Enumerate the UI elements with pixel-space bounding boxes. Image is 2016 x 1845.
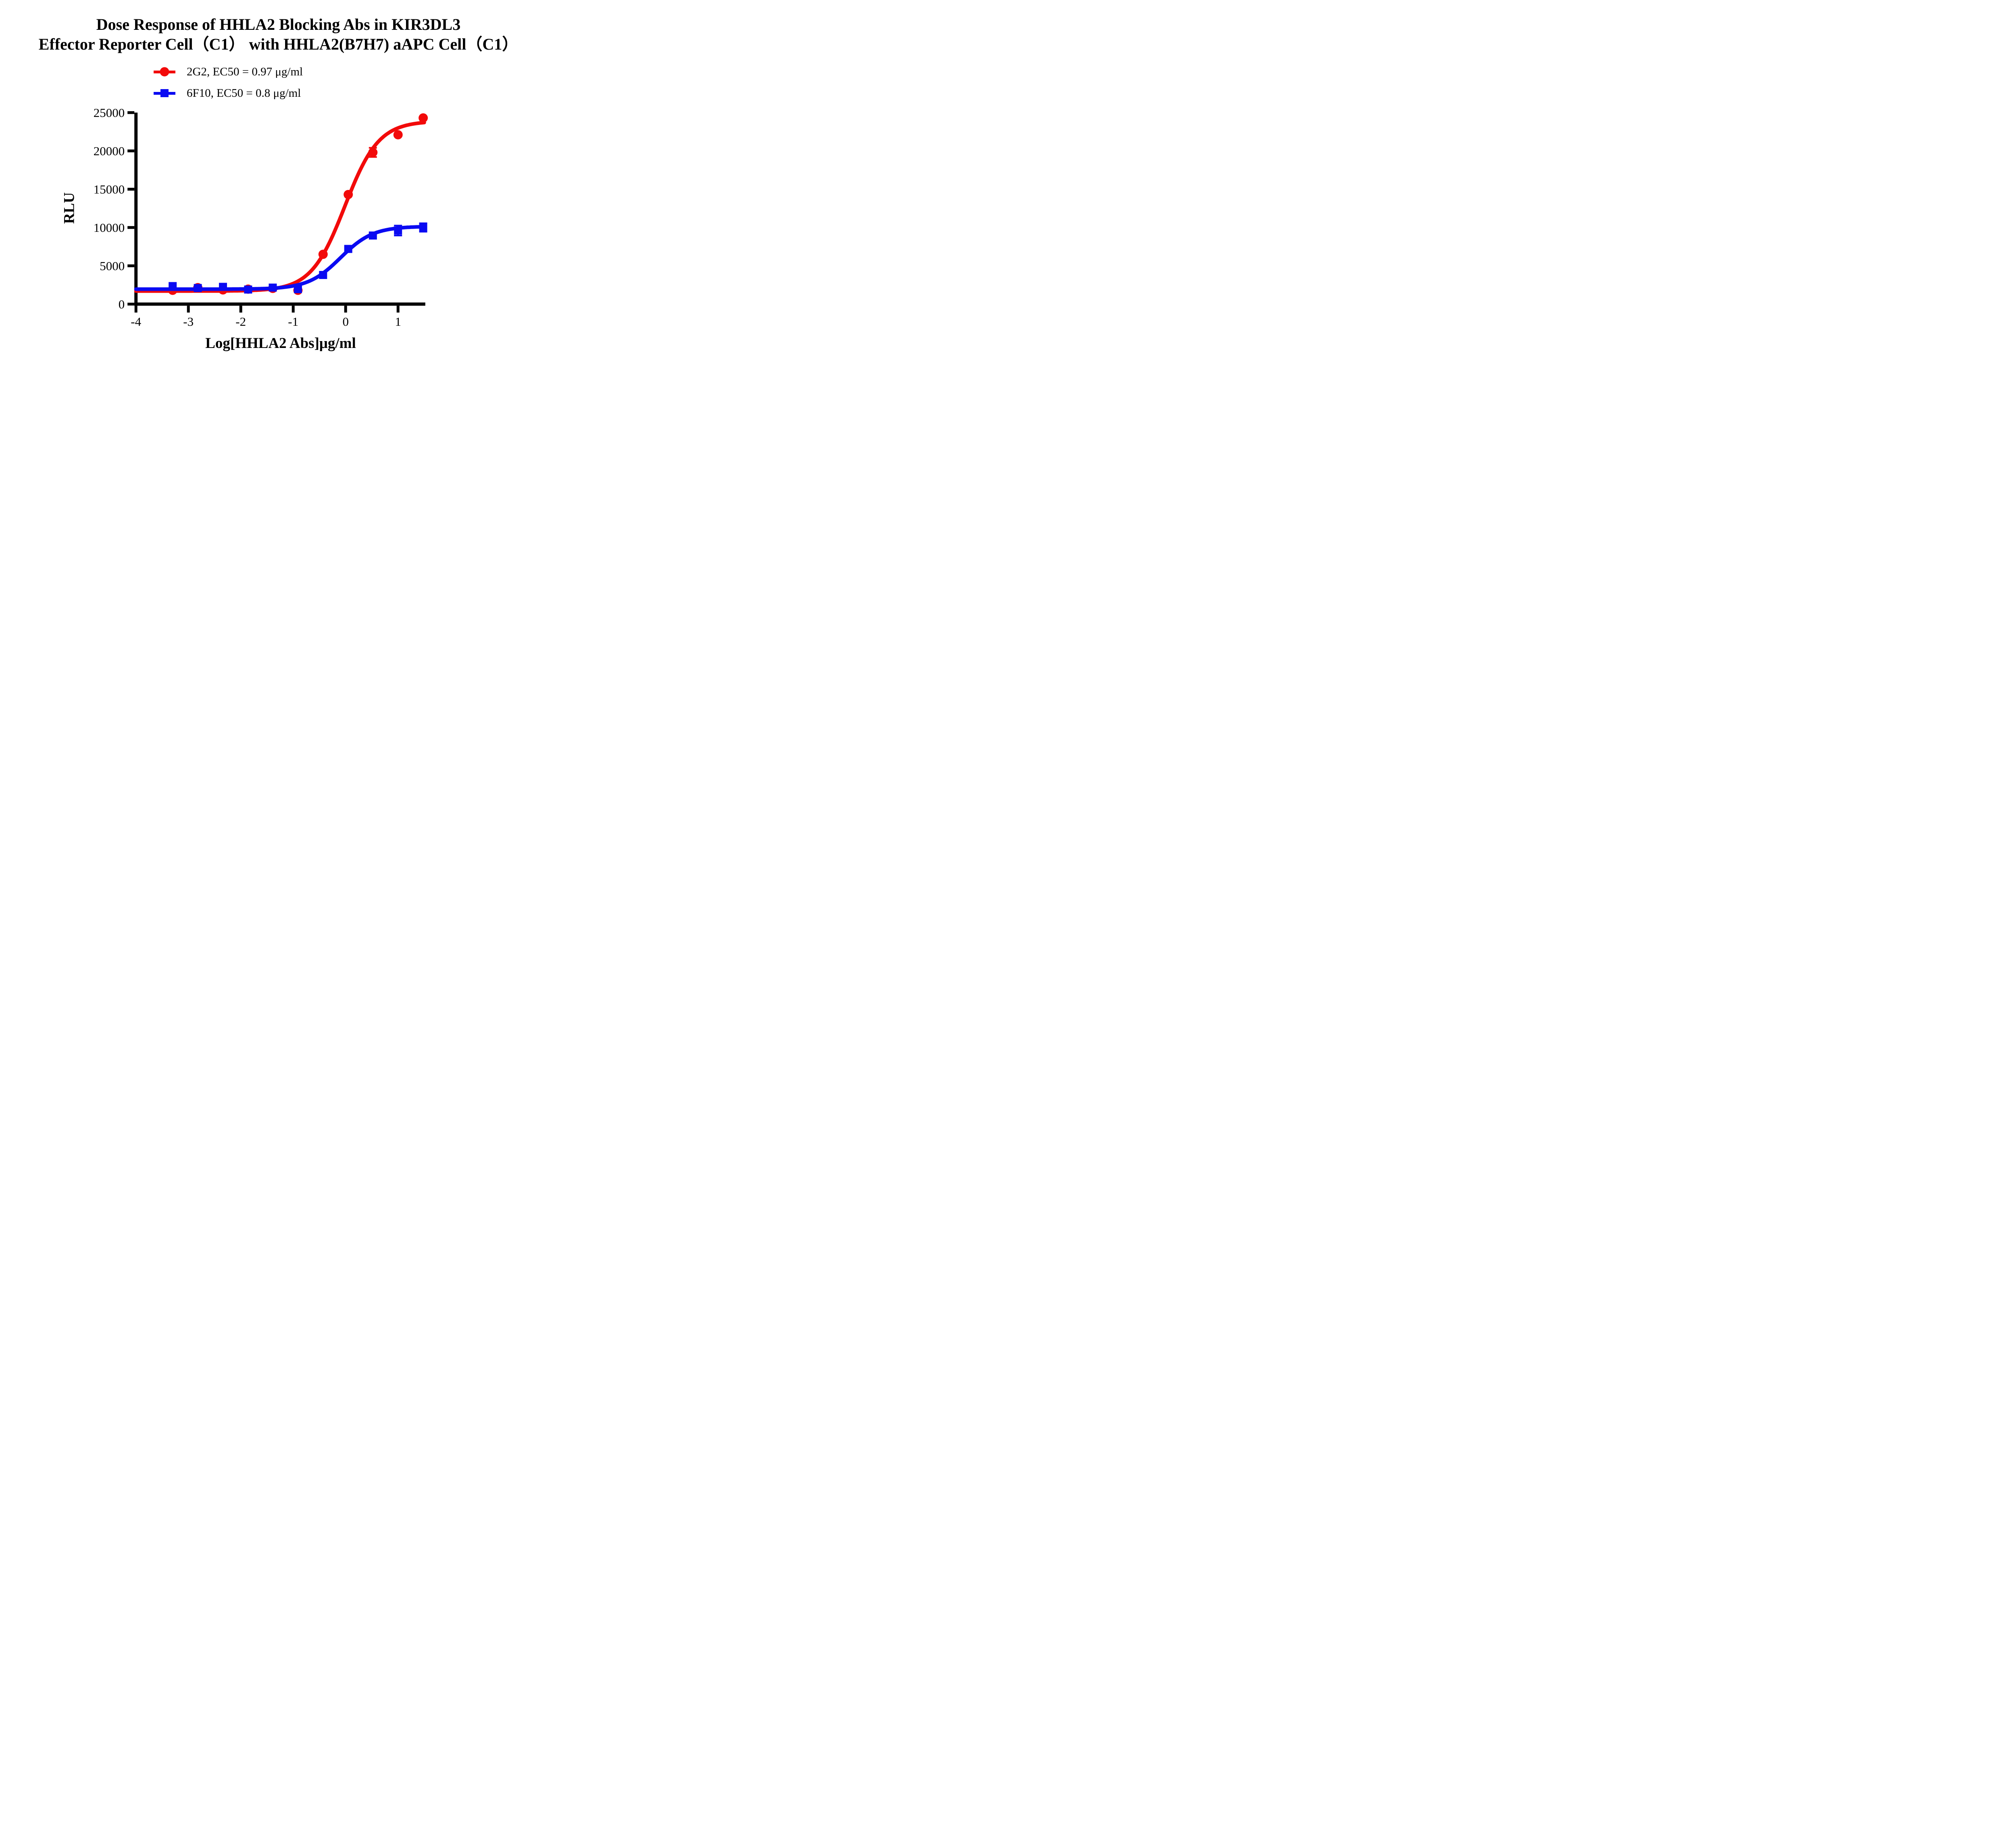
data-point-6f10	[269, 283, 277, 292]
data-point-6f10	[319, 271, 327, 279]
data-point-6f10	[394, 226, 402, 235]
red-circle-marker-icon	[160, 67, 169, 77]
y-tick-label: 5000	[100, 259, 125, 273]
legend-item-6f10: 6F10, EC50 = 0.8 μg/ml	[154, 84, 303, 102]
tick-marks	[127, 111, 400, 313]
blue-line-marker-icon	[154, 89, 175, 97]
x-tick-label: 0	[342, 314, 349, 329]
dose-response-chart: 0 5000 10000 15000 20000 25000 -4 -3 -2 -1 0 1	[94, 106, 428, 329]
y-tick-label: 20000	[94, 144, 125, 158]
series-6f10	[134, 222, 427, 294]
x-tick-label: 1	[395, 314, 401, 329]
data-point-6f10	[169, 282, 177, 290]
data-point-6f10	[344, 245, 352, 253]
data-point-2g2	[318, 250, 328, 259]
red-line-marker-icon	[154, 67, 175, 77]
data-point-2g2	[393, 130, 403, 140]
data-point-2g2	[419, 113, 428, 123]
x-tick-label: -3	[183, 314, 194, 329]
legend-label-2g2: 2G2, EC50 = 0.97 μg/ml	[187, 65, 303, 78]
chart-title-line1: Dose Response of HHLA2 Blocking Abs in K…	[96, 15, 461, 33]
x-tick-label: -4	[131, 314, 141, 329]
data-point-6f10	[419, 223, 427, 232]
fit-curve-2g2	[134, 121, 426, 293]
chart-title-line2: Effector Reporter Cell（C1） with HHLA2(B7…	[38, 35, 519, 53]
data-point-6f10	[244, 285, 252, 294]
y-tick-label: 25000	[94, 106, 125, 120]
x-tick-label: -1	[288, 314, 298, 329]
dose-response-figure: Dose Response of HHLA2 Blocking Abs in K…	[0, 0, 557, 369]
axes	[134, 112, 425, 306]
tick-labels: 0 5000 10000 15000 20000 25000 -4 -3 -2 -1 0 1	[94, 106, 401, 329]
y-tick-label: 10000	[94, 221, 125, 235]
data-point-6f10	[294, 285, 302, 294]
legend-label-6f10: 6F10, EC50 = 0.8 μg/ml	[187, 86, 301, 100]
x-axis-label: Log[HHLA2 Abs]μg/ml	[205, 335, 356, 352]
blue-square-marker-icon	[160, 89, 169, 97]
legend-item-2g2: 2G2, EC50 = 0.97 μg/ml	[154, 63, 303, 81]
data-point-6f10	[194, 284, 202, 292]
chart-title: Dose Response of HHLA2 Blocking Abs in K…	[0, 15, 557, 54]
x-tick-label: -2	[235, 314, 246, 329]
series-2g2	[134, 113, 428, 295]
data-point-6f10	[219, 283, 227, 291]
data-point-2g2	[368, 148, 378, 157]
y-tick-label: 15000	[94, 182, 125, 196]
y-axis-label: RLU	[61, 192, 78, 224]
fit-curve-6f10	[134, 225, 426, 291]
y-tick-label: 0	[119, 297, 125, 311]
legend: 2G2, EC50 = 0.97 μg/ml 6F10, EC50 = 0.8 …	[154, 63, 303, 106]
data-point-6f10	[369, 231, 377, 240]
data-point-2g2	[344, 190, 353, 199]
